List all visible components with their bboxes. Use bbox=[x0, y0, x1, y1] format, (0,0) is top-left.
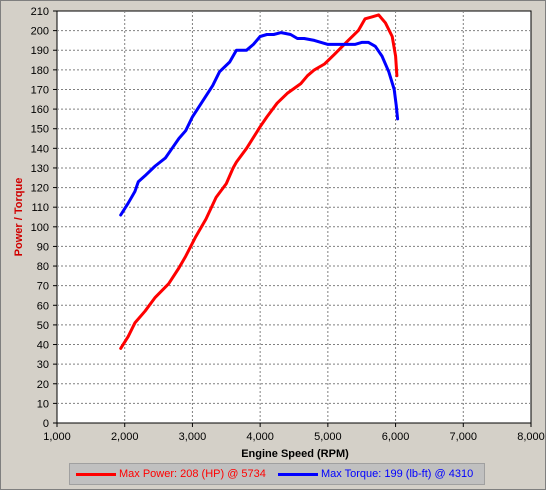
y-tick-label: 40 bbox=[37, 340, 49, 352]
y-tick-label: 80 bbox=[37, 261, 49, 273]
y-axis-title: Power / Torque bbox=[13, 178, 25, 257]
x-tick-label: 7,000 bbox=[450, 431, 478, 443]
y-tick-label: 0 bbox=[43, 418, 49, 430]
y-tick-label: 190 bbox=[31, 45, 49, 57]
y-tick-label: 150 bbox=[31, 124, 49, 136]
torque-series-line bbox=[119, 31, 400, 217]
x-axis-ticks: 1,000 2,000 3,000 4,000 5,000 6,000 7,000 8,000 bbox=[43, 423, 545, 443]
series-layer bbox=[119, 13, 400, 350]
y-tick-label: 170 bbox=[31, 84, 49, 96]
legend-label-torque: Max Torque: 199 (lb-ft) @ 4310 bbox=[321, 468, 474, 480]
y-tick-label: 50 bbox=[37, 320, 49, 332]
x-tick-label: 5,000 bbox=[314, 431, 342, 443]
y-tick-label: 10 bbox=[37, 398, 49, 410]
legend-item-torque: Max Torque: 199 (lb-ft) @ 4310 bbox=[278, 466, 473, 482]
y-tick-label: 100 bbox=[31, 222, 49, 234]
y-tick-label: 140 bbox=[31, 143, 49, 155]
legend: Max Power: 208 (HP) @ 5734 Max Torque: 1… bbox=[69, 463, 485, 485]
y-tick-label: 210 bbox=[31, 6, 49, 18]
y-tick-label: 160 bbox=[31, 104, 49, 116]
y-tick-label: 30 bbox=[37, 359, 49, 371]
y-tick-label: 130 bbox=[31, 163, 49, 175]
y-tick-label: 180 bbox=[31, 65, 49, 77]
x-tick-label: 2,000 bbox=[111, 431, 139, 443]
legend-item-power: Max Power: 208 (HP) @ 5734 bbox=[76, 466, 266, 482]
x-tick-label: 6,000 bbox=[382, 431, 410, 443]
x-tick-label: 8,000 bbox=[517, 431, 545, 443]
y-tick-label: 110 bbox=[31, 202, 49, 214]
y-tick-label: 20 bbox=[37, 379, 49, 391]
plot-area bbox=[56, 10, 532, 424]
y-tick-label: 60 bbox=[37, 300, 49, 312]
y-tick-label: 90 bbox=[37, 241, 49, 253]
x-axis-title: Engine Speed (RPM) bbox=[241, 448, 349, 460]
x-tick-label: 4,000 bbox=[246, 431, 274, 443]
legend-swatch-torque bbox=[278, 472, 318, 476]
y-tick-label: 70 bbox=[37, 281, 49, 293]
y-axis-ticks: 0 10 20 30 40 50 60 70 80 90 100 110 120 130 140 150 160… bbox=[31, 6, 57, 430]
power-series-line bbox=[119, 13, 399, 350]
x-tick-label: 1,000 bbox=[43, 431, 71, 443]
legend-label-power: Max Power: 208 (HP) @ 5734 bbox=[119, 468, 266, 480]
legend-swatch-power bbox=[76, 472, 116, 476]
x-tick-label: 3,000 bbox=[179, 431, 207, 443]
y-tick-label: 120 bbox=[31, 183, 49, 195]
y-tick-label: 200 bbox=[31, 26, 49, 38]
